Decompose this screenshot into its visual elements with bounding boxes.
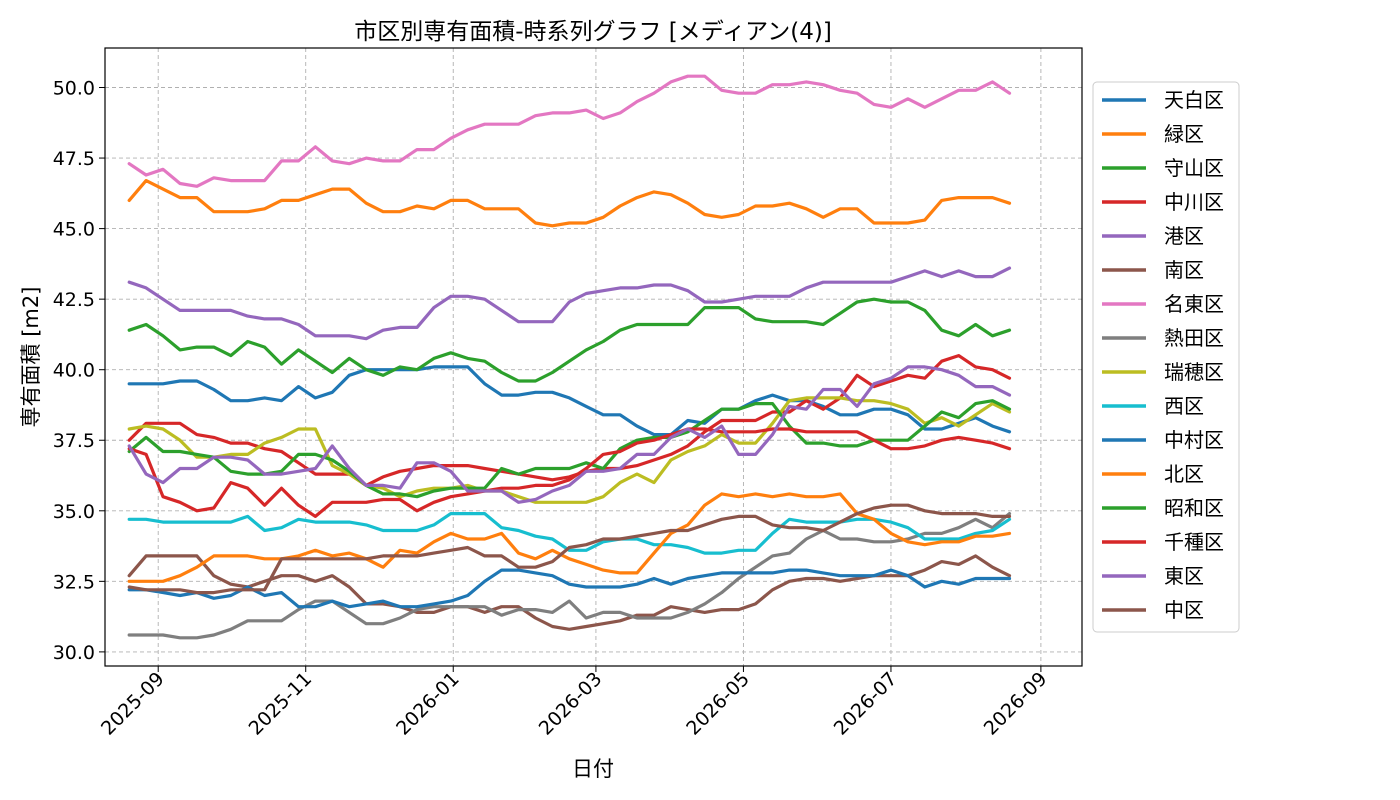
legend-label: 名東区 (1164, 292, 1224, 316)
x-tick-label: 2026-09 (980, 668, 1052, 740)
legend-label: 千種区 (1164, 530, 1224, 554)
y-tick-label: 32.5 (53, 571, 95, 593)
y-tick-label: 37.5 (53, 430, 95, 452)
x-tick-label: 2026-07 (830, 668, 902, 740)
series-line-北区 (127, 492, 1012, 583)
series-line-西区 (127, 511, 1012, 555)
y-axis-title: 専有面積 [m2] (19, 287, 43, 428)
series-line-緑区 (127, 179, 1012, 228)
series-line-東区 (127, 365, 1012, 504)
legend-label: 中村区 (1164, 428, 1224, 452)
series-line-守山区 (127, 297, 1012, 383)
y-axis: 30.0 32.5 35.0 37.5 40.0 42.5 45.0 47.5 50.0 (53, 78, 105, 664)
plot-frame (104, 47, 1083, 667)
series-line-熱田区 (127, 511, 1012, 640)
x-tick-label: 2026-05 (682, 668, 754, 740)
x-axis: 2025-09 2025-11 2026-01 2026-03 2026-05 2026-… (97, 666, 1051, 740)
legend-label: 南区 (1164, 258, 1204, 282)
x-tick-label: 2025-11 (245, 668, 317, 740)
legend-label: 瑞穂区 (1164, 360, 1224, 384)
chart-title: 市区別専有面積-時系列グラフ [メディアン(4)] (354, 19, 832, 45)
series-line-港区 (127, 266, 1012, 341)
series-line-中区 (127, 503, 1012, 595)
legend: 天白区緑区守山区中川区港区南区名東区熱田区瑞穂区西区中村区北区昭和区千種区東区中… (1092, 81, 1240, 633)
x-axis-title: 日付 (572, 757, 614, 781)
legend-label: 中区 (1164, 598, 1204, 622)
legend-label: 中川区 (1164, 190, 1224, 214)
series-line-中村区 (127, 568, 1012, 609)
x-tick-label: 2025-09 (97, 668, 169, 740)
y-tick-label: 50.0 (53, 78, 95, 100)
y-tick-label: 30.0 (53, 642, 95, 664)
y-tick-label: 42.5 (53, 289, 95, 311)
y-tick-label: 47.5 (53, 148, 95, 170)
x-tick-label: 2026-01 (392, 668, 464, 740)
series-line-天白区 (127, 365, 1012, 437)
y-tick-label: 45.0 (53, 219, 95, 241)
legend-label: 熱田区 (1164, 326, 1224, 350)
x-tick-label: 2026-03 (535, 668, 607, 740)
legend-box (1092, 81, 1240, 633)
legend-label: 守山区 (1164, 156, 1224, 180)
legend-label: 緑区 (1164, 122, 1204, 146)
series-line-千種区 (127, 427, 1012, 519)
series-line-昭和区 (127, 399, 1012, 499)
legend-label: 北区 (1164, 462, 1204, 486)
series-line-名東区 (127, 74, 1012, 188)
legend-label: 天白区 (1164, 88, 1224, 112)
legend-label: 昭和区 (1164, 496, 1224, 520)
legend-label: 港区 (1164, 224, 1204, 248)
series-line-南区 (127, 554, 1012, 631)
legend-label: 西区 (1164, 394, 1204, 418)
series-lines (127, 74, 1012, 640)
y-tick-label: 35.0 (53, 501, 95, 523)
legend-label: 東区 (1164, 564, 1204, 588)
grid-lines (105, 48, 1082, 666)
series-line-中川区 (127, 354, 1012, 487)
y-tick-label: 40.0 (53, 360, 95, 382)
